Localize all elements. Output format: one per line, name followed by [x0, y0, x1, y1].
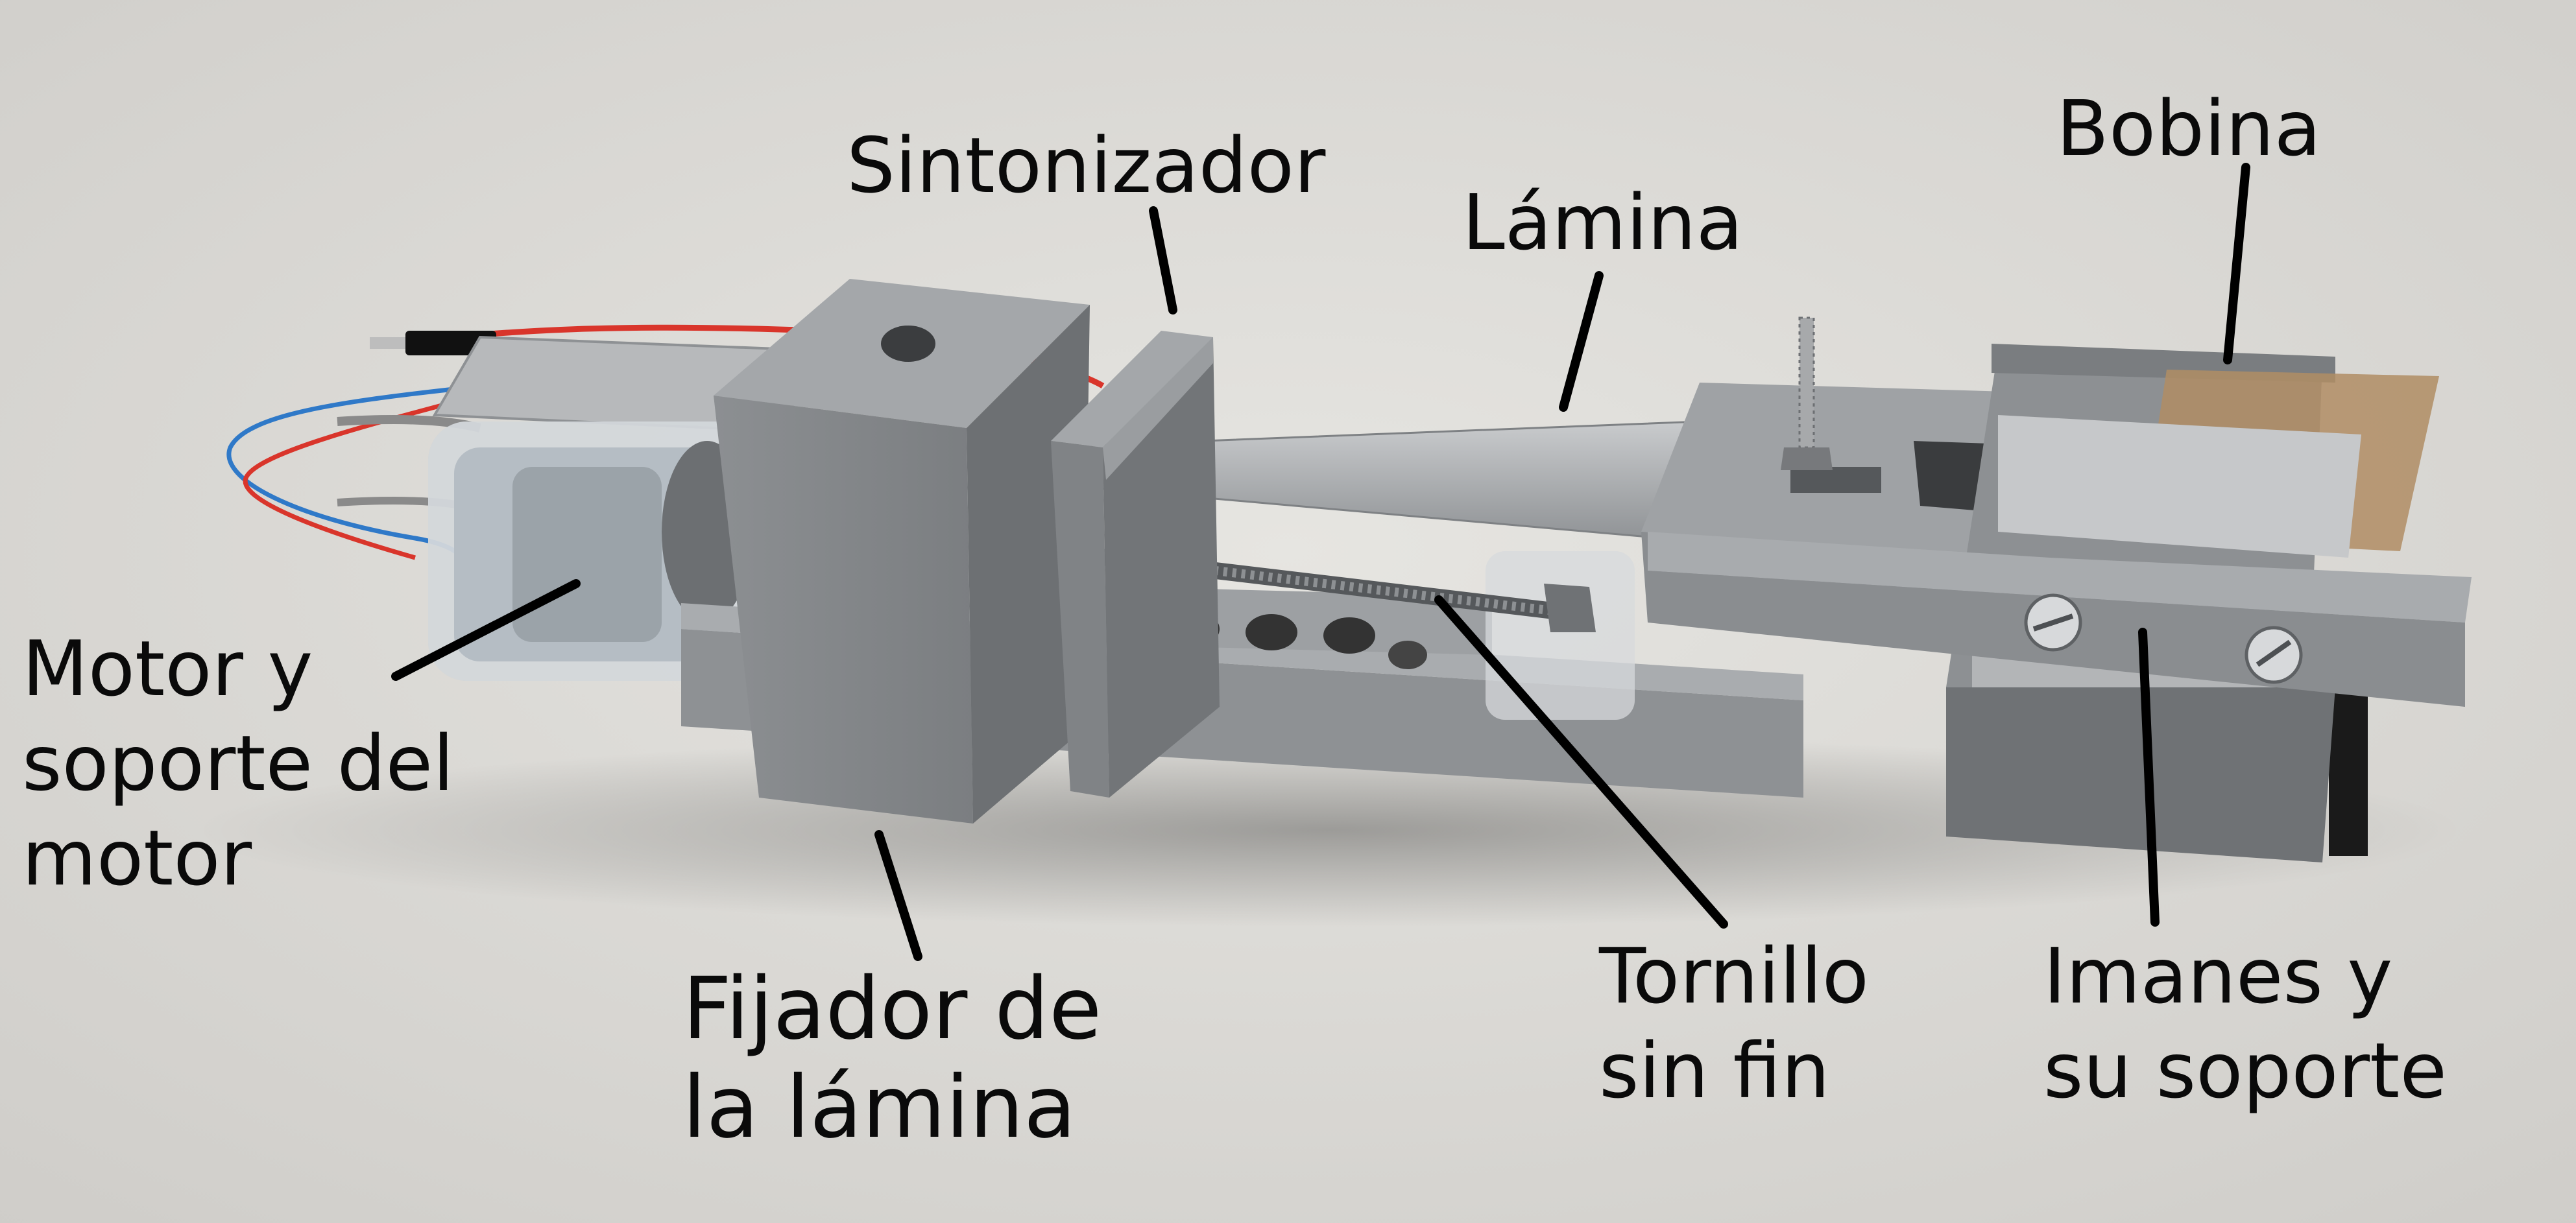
leader-lamina	[1559, 271, 1604, 412]
label-motor: Motor y soporte del motor	[22, 621, 454, 905]
label-line: soporte del	[22, 718, 454, 808]
label-imanes: Imanes y su soporte	[2043, 929, 2447, 1118]
label-line: la lámina	[682, 1058, 1076, 1158]
label-bobina: Bobina	[2056, 81, 2321, 176]
blade-fixer-block	[714, 279, 1090, 824]
bar-screws	[2024, 593, 2303, 684]
label-line: motor	[22, 813, 252, 903]
label-line: Fijador de	[682, 959, 1102, 1059]
leader-tornillo	[1434, 595, 1728, 929]
leader-bobina	[2223, 163, 2250, 364]
label-line: Lámina	[1462, 178, 1743, 267]
label-line: Bobina	[2056, 84, 2321, 173]
label-line: Motor y	[22, 624, 313, 713]
coil-assembly	[1946, 344, 2439, 862]
leader-fijador	[874, 830, 922, 961]
label-lamina: Lámina	[1462, 175, 1743, 270]
label-line: Tornillo	[1599, 931, 1869, 1021]
label-fijador: Fijador de la lámina	[682, 960, 1101, 1157]
tuner-frame	[1051, 331, 1220, 798]
label-sintonizador: Sintonizador	[847, 118, 1325, 213]
label-line: Sintonizador	[847, 121, 1326, 210]
label-line: sin fin	[1599, 1026, 1830, 1115]
leader-imanes	[2138, 628, 2160, 927]
leader-motor	[391, 579, 581, 681]
label-line: su soporte	[2043, 1026, 2447, 1115]
leader-lines	[391, 163, 2250, 961]
nut-holder	[1486, 551, 1635, 720]
label-tornillo: Tornillo sin fin	[1599, 929, 1869, 1118]
label-line: Imanes y	[2043, 931, 2393, 1021]
vertical-bolt	[1781, 316, 1833, 470]
leader-sintonizador	[1149, 206, 1177, 315]
